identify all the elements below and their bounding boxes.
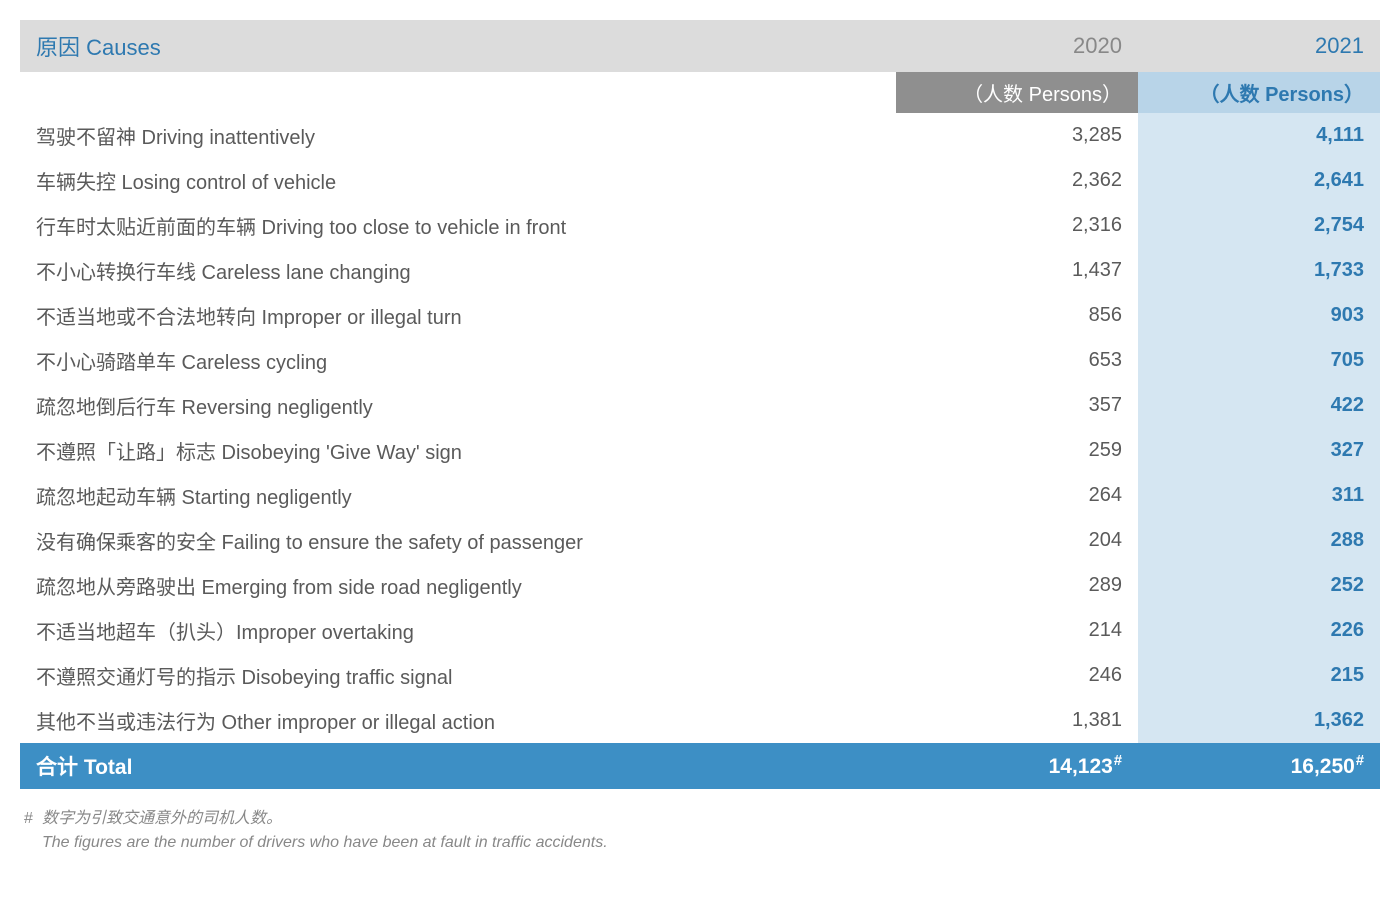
table-row: 不遵照交通灯号的指示 Disobeying traffic signal2462… [20,653,1380,698]
value-curr: 288 [1138,518,1380,563]
value-curr: 4,111 [1138,113,1380,158]
table-row: 疏忽地倒后行车 Reversing negligently357422 [20,383,1380,428]
cause-label: 不小心骑踏单车 Careless cycling [20,338,896,383]
cause-label: 疏忽地倒后行车 Reversing negligently [20,383,896,428]
table-row: 行车时太贴近前面的车辆 Driving too close to vehicle… [20,203,1380,248]
value-curr: 2,641 [1138,158,1380,203]
header-row-units: （人数 Persons） （人数 Persons） [20,72,1380,113]
value-curr: 311 [1138,473,1380,518]
table-row: 车辆失控 Losing control of vehicle2,3622,641 [20,158,1380,203]
causes-table: 原因 Causes 2020 2021 （人数 Persons） （人数 Per… [20,20,1380,789]
cause-label: 驾驶不留神 Driving inattentively [20,113,896,158]
value-prev: 289 [896,563,1138,608]
value-curr: 252 [1138,563,1380,608]
value-prev: 856 [896,293,1138,338]
footnote-mark: # [24,807,42,831]
header-blank [20,72,896,113]
footnote: #数字为引致交通意外的司机人数。 The figures are the num… [20,807,1380,855]
cause-label: 不遵照「让路」标志 Disobeying 'Give Way' sign [20,428,896,473]
total-prev: 14,123# [896,743,1138,789]
total-row: 合计 Total14,123#16,250# [20,743,1380,789]
header-year-curr: 2021 [1138,20,1380,72]
total-curr: 16,250# [1138,743,1380,789]
cause-label: 没有确保乘客的安全 Failing to ensure the safety o… [20,518,896,563]
cause-label: 疏忽地从旁路驶出 Emerging from side road neglige… [20,563,896,608]
footnote-line2: The figures are the number of drivers wh… [24,831,1380,855]
value-prev: 3,285 [896,113,1138,158]
value-prev: 264 [896,473,1138,518]
cause-label: 疏忽地起动车辆 Starting negligently [20,473,896,518]
value-prev: 2,362 [896,158,1138,203]
cause-label: 不小心转换行车线 Careless lane changing [20,248,896,293]
table-row: 不遵照「让路」标志 Disobeying 'Give Way' sign2593… [20,428,1380,473]
header-unit-curr: （人数 Persons） [1138,72,1380,113]
value-prev: 1,381 [896,698,1138,743]
value-curr: 215 [1138,653,1380,698]
value-curr: 2,754 [1138,203,1380,248]
table-row: 疏忽地起动车辆 Starting negligently264311 [20,473,1380,518]
cause-label: 不遵照交通灯号的指示 Disobeying traffic signal [20,653,896,698]
cause-label: 不适当地或不合法地转向 Improper or illegal turn [20,293,896,338]
value-curr: 1,362 [1138,698,1380,743]
value-prev: 204 [896,518,1138,563]
table-row: 没有确保乘客的安全 Failing to ensure the safety o… [20,518,1380,563]
value-curr: 422 [1138,383,1380,428]
header-year-prev: 2020 [896,20,1138,72]
value-curr: 903 [1138,293,1380,338]
header-row-years: 原因 Causes 2020 2021 [20,20,1380,72]
causes-table-container: 原因 Causes 2020 2021 （人数 Persons） （人数 Per… [20,20,1380,855]
total-label: 合计 Total [20,743,896,789]
table-row: 不适当地超车（扒头）Improper overtaking214226 [20,608,1380,653]
value-prev: 653 [896,338,1138,383]
footnote-line1: 数字为引致交通意外的司机人数。 [42,810,282,827]
value-prev: 214 [896,608,1138,653]
table-row: 疏忽地从旁路驶出 Emerging from side road neglige… [20,563,1380,608]
value-prev: 2,316 [896,203,1138,248]
table-row: 不小心骑踏单车 Careless cycling653705 [20,338,1380,383]
table-row: 驾驶不留神 Driving inattentively3,2854,111 [20,113,1380,158]
value-curr: 1,733 [1138,248,1380,293]
value-curr: 226 [1138,608,1380,653]
table-body: 驾驶不留神 Driving inattentively3,2854,111车辆失… [20,113,1380,789]
value-prev: 246 [896,653,1138,698]
value-prev: 259 [896,428,1138,473]
table-row: 不适当地或不合法地转向 Improper or illegal turn8569… [20,293,1380,338]
table-row: 其他不当或违法行为 Other improper or illegal acti… [20,698,1380,743]
cause-label: 其他不当或违法行为 Other improper or illegal acti… [20,698,896,743]
cause-label: 行车时太贴近前面的车辆 Driving too close to vehicle… [20,203,896,248]
value-curr: 705 [1138,338,1380,383]
header-causes: 原因 Causes [20,20,896,72]
cause-label: 不适当地超车（扒头）Improper overtaking [20,608,896,653]
value-prev: 1,437 [896,248,1138,293]
header-unit-prev: （人数 Persons） [896,72,1138,113]
value-curr: 327 [1138,428,1380,473]
cause-label: 车辆失控 Losing control of vehicle [20,158,896,203]
table-row: 不小心转换行车线 Careless lane changing1,4371,73… [20,248,1380,293]
value-prev: 357 [896,383,1138,428]
